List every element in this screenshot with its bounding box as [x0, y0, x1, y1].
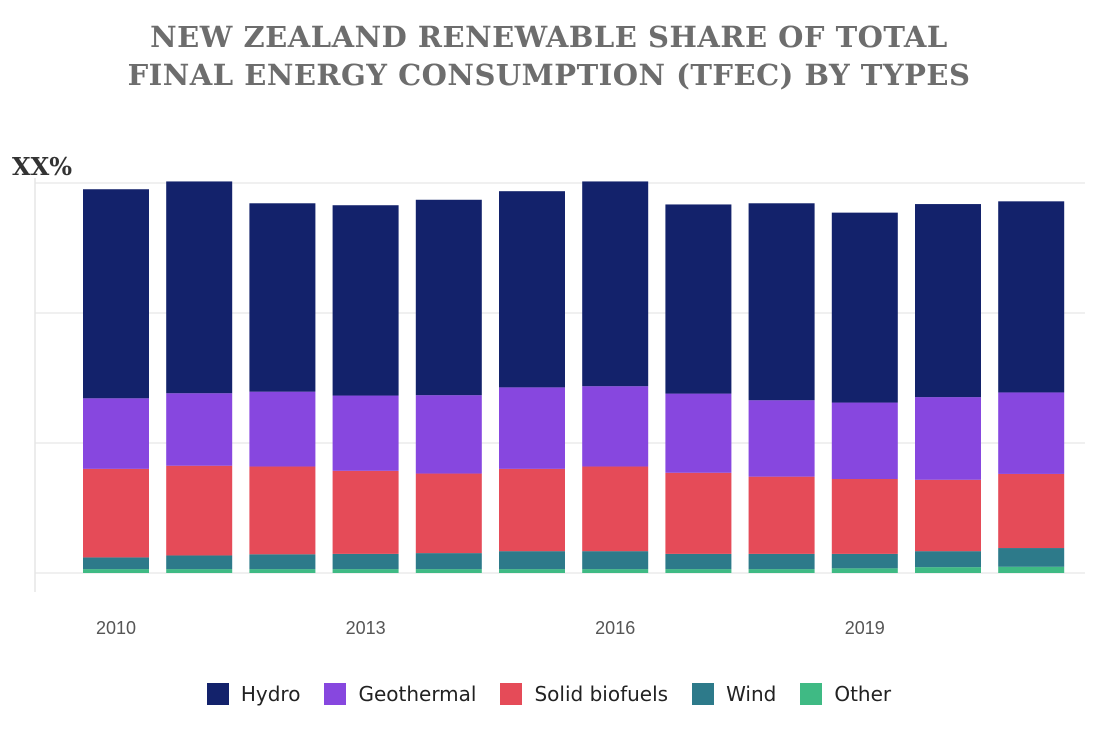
legend-label-wind: Wind: [726, 682, 777, 706]
bar-other-2014: [415, 569, 482, 573]
bar-hydro-2011: [166, 181, 233, 394]
legend-label-other: Other: [834, 682, 892, 706]
legend-swatch-geothermal: [324, 683, 347, 705]
chart-title: NEW ZEALAND RENEWABLE SHARE OF TOTAL FIN…: [0, 18, 1098, 94]
bar-solid-biofuels-2016: [582, 466, 649, 552]
bar-solid-biofuels-2021: [998, 473, 1065, 549]
bar-hydro-2014: [415, 199, 482, 396]
bar-geothermal-2014: [415, 395, 482, 474]
bar-solid-biofuels-2018: [748, 476, 815, 554]
chart-title-line-1: NEW ZEALAND RENEWABLE SHARE OF TOTAL: [150, 20, 948, 54]
bar-geothermal-2021: [998, 392, 1065, 474]
bar-solid-biofuels-2015: [499, 468, 565, 552]
bar-solid-biofuels-2010: [83, 468, 149, 558]
bar-wind-2020: [915, 551, 981, 568]
bar-geothermal-2019: [831, 402, 898, 480]
bar-hydro-2020: [915, 204, 981, 398]
bar-solid-biofuels-2012: [249, 466, 316, 555]
bar-wind-2012: [249, 554, 316, 570]
legend-label-geothermal: Geothermal: [358, 682, 477, 706]
bar-wind-2021: [998, 548, 1065, 567]
bar-wind-2016: [582, 551, 649, 570]
y-axis-label: XX%: [12, 152, 73, 181]
bar-hydro-2015: [499, 191, 565, 388]
legend-label-solid-biofuels: Solid biofuels: [534, 682, 669, 706]
bar-hydro-2016: [582, 181, 649, 387]
bar-solid-biofuels-2011: [166, 465, 233, 556]
bar-wind-2015: [499, 551, 565, 570]
bar-other-2021: [998, 566, 1065, 573]
legend-item-solid-biofuels: Solid biofuels: [500, 682, 668, 706]
bar-other-2018: [748, 569, 815, 573]
bar-solid-biofuels-2019: [831, 479, 898, 554]
x-tick-label-2013: 2013: [346, 618, 386, 638]
x-tick-label-2016: 2016: [595, 618, 635, 638]
bar-wind-2011: [166, 555, 233, 570]
bar-geothermal-2017: [665, 393, 732, 473]
bar-hydro-2017: [665, 204, 732, 394]
legend-swatch-wind: [692, 683, 715, 705]
bar-hydro-2018: [748, 203, 815, 401]
bar-geothermal-2012: [249, 391, 316, 467]
bar-other-2013: [332, 569, 399, 573]
bar-geothermal-2020: [915, 397, 981, 480]
bar-hydro-2019: [831, 212, 898, 403]
legend-item-wind: Wind: [692, 682, 776, 706]
x-tick-label-2010: 2010: [96, 618, 136, 638]
bar-hydro-2012: [249, 203, 316, 392]
bar-wind-2010: [83, 557, 149, 570]
bar-other-2017: [665, 569, 732, 573]
bar-geothermal-2011: [166, 393, 233, 466]
bar-geothermal-2010: [83, 398, 149, 469]
legend-item-other: Other: [800, 682, 891, 706]
bar-wind-2017: [665, 553, 732, 570]
bar-other-2015: [499, 569, 565, 573]
bar-other-2020: [915, 567, 981, 573]
bar-wind-2018: [748, 553, 815, 570]
bar-geothermal-2016: [582, 386, 649, 467]
bar-geothermal-2013: [332, 395, 399, 471]
legend-swatch-solid-biofuels: [500, 683, 523, 705]
bar-solid-biofuels-2013: [332, 470, 399, 554]
bar-other-2012: [249, 569, 316, 573]
bar-wind-2019: [831, 553, 898, 569]
bar-other-2019: [831, 568, 898, 573]
legend-label-hydro: Hydro: [240, 682, 301, 706]
bar-solid-biofuels-2020: [915, 479, 981, 552]
legend-item-geothermal: Geothermal: [324, 682, 476, 706]
bar-other-2011: [166, 569, 233, 573]
legend-swatch-other: [800, 683, 823, 705]
bar-solid-biofuels-2017: [665, 472, 732, 554]
legend-item-hydro: Hydro: [206, 682, 301, 706]
bar-hydro-2010: [83, 189, 149, 399]
stacked-bar-chart: 2010 2013 2016 2019: [34, 178, 1085, 638]
bar-solid-biofuels-2014: [415, 473, 482, 554]
bar-other-2016: [582, 569, 649, 573]
bar-wind-2014: [415, 553, 482, 570]
bar-wind-2013: [332, 553, 399, 570]
bar-other-2010: [83, 569, 149, 573]
chart-title-line-2: FINAL ENERGY CONSUMPTION (TFEC) BY TYPES: [127, 58, 971, 92]
bar-geothermal-2018: [748, 400, 815, 477]
bar-hydro-2021: [998, 201, 1065, 393]
chart-legend: Hydro Geothermal Solid biofuels Wind Oth…: [0, 682, 1098, 706]
bar-geothermal-2015: [499, 387, 565, 469]
x-tick-label-2019: 2019: [845, 618, 885, 638]
legend-swatch-hydro: [206, 683, 229, 705]
bar-hydro-2013: [332, 205, 399, 396]
